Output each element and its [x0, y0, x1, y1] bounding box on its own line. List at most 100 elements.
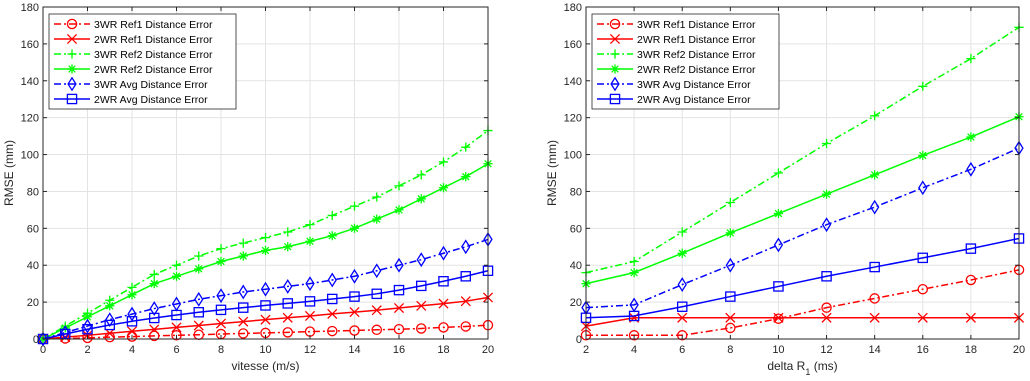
legend-label: 3WR Avg Distance Error [637, 79, 751, 91]
data-point [965, 312, 976, 323]
series-2wr-avg-distance-error [580, 233, 1025, 324]
data-point [677, 248, 687, 258]
legend-label: 2WR Ref2 Distance Error [94, 64, 213, 76]
data-point [326, 293, 338, 305]
data-point [966, 54, 976, 64]
x-axis-label: vitesse (m/s) [231, 359, 299, 373]
series-line [42, 270, 489, 340]
data-point [149, 279, 159, 289]
y-tick-label: 160 [21, 39, 39, 51]
data-point [393, 323, 405, 335]
data-point [372, 263, 382, 279]
legend-item-2wr-ref1-distance-error: 2WR Ref1 Distance Error [54, 33, 213, 46]
data-point [629, 256, 639, 267]
data-point [460, 271, 471, 282]
x-tick-label: 20 [482, 344, 494, 356]
x-tick-label: 16 [393, 344, 405, 356]
x-tick-label: 2 [84, 344, 90, 356]
data-point [149, 301, 159, 316]
data-point [60, 323, 70, 333]
data-point [870, 111, 880, 121]
series-line [42, 324, 489, 340]
series-line [585, 26, 1020, 274]
axes-box [585, 6, 1020, 340]
y-tick-label: 40 [570, 260, 582, 272]
legend-marker [609, 93, 621, 105]
data-point [725, 322, 736, 334]
x-tick-label: 18 [965, 344, 977, 356]
data-point [126, 316, 138, 327]
data-point [327, 231, 337, 241]
data-point [438, 322, 449, 333]
legend-item-3wr-ref2-distance-error: 3WR Ref2 Distance Error [54, 49, 213, 61]
data-point [821, 189, 832, 199]
data-point [393, 284, 405, 296]
data-point [773, 208, 784, 219]
x-tick-label: 4 [631, 344, 637, 356]
data-point [965, 274, 977, 286]
data-point [460, 296, 471, 307]
data-point [821, 138, 832, 149]
legend: 3WR Ref1 Distance Error 2WR Ref1 Distance… [48, 13, 237, 110]
data-point [283, 227, 293, 237]
x-tick-label: 8 [218, 344, 224, 356]
left-chart: 0 2 4 6 8 10 12 14 16 18 20 0 20 40 60 80 100 120 140 160 18… [2, 2, 494, 373]
y-tick-label: 0 [33, 334, 39, 346]
legend-label: 3WR Ref2 Distance Error [637, 49, 756, 61]
legend-marker [67, 76, 77, 92]
data-point [918, 150, 928, 161]
legend-marker [610, 76, 620, 92]
legend-item-2wr-ref1-distance-error: 2WR Ref1 Distance Error [597, 33, 756, 46]
data-point [105, 312, 115, 328]
data-point [282, 312, 293, 323]
data-point [438, 183, 449, 193]
data-point [821, 302, 832, 313]
data-point [394, 181, 404, 191]
legend-item-3wr-avg-distance-error: 3WR Avg Distance Error [54, 76, 208, 92]
data-point [237, 302, 249, 313]
data-point [629, 268, 639, 278]
data-point [326, 325, 338, 337]
data-point [349, 268, 360, 284]
data-point [149, 269, 159, 280]
data-point [371, 324, 382, 336]
series-line [585, 116, 1020, 285]
data-point [917, 312, 928, 323]
series-3wr-avg-distance-error [38, 231, 493, 347]
data-point [461, 239, 471, 255]
series-line [585, 147, 1020, 309]
y-tick-label: 120 [564, 113, 582, 125]
data-point [917, 252, 929, 264]
legend-label: 2WR Ref2 Distance Error [637, 64, 756, 76]
y-axis-label: RMSE (mm) [2, 140, 16, 206]
legend-item-2wr-ref2-distance-error: 2WR Ref2 Distance Error [54, 64, 213, 76]
data-point [416, 194, 426, 204]
data-point [260, 300, 271, 311]
data-point [773, 237, 784, 253]
data-point [677, 277, 687, 293]
data-point [918, 180, 928, 196]
data-point [349, 201, 360, 211]
legend-marker [67, 49, 77, 59]
data-point [283, 242, 293, 252]
data-point [676, 330, 688, 341]
data-point [349, 307, 360, 318]
y-tick-label: 120 [21, 113, 39, 125]
data-point [918, 81, 928, 91]
legend-label: 2WR Ref1 Distance Error [94, 34, 213, 46]
data-point [260, 232, 271, 243]
legend-marker [610, 49, 620, 59]
data-point [305, 220, 315, 230]
data-point [870, 170, 880, 180]
data-point [725, 257, 736, 273]
series-line [585, 317, 1019, 327]
data-point [821, 217, 832, 233]
x-tick-label: 2 [583, 344, 589, 356]
data-point [282, 298, 293, 309]
data-point [965, 243, 977, 254]
y-tick-label: 20 [27, 297, 39, 309]
x-tick-label: 6 [679, 344, 685, 356]
y-tick-label: 60 [570, 223, 582, 235]
data-point [216, 288, 226, 304]
x-tick-label: 10 [259, 344, 271, 356]
